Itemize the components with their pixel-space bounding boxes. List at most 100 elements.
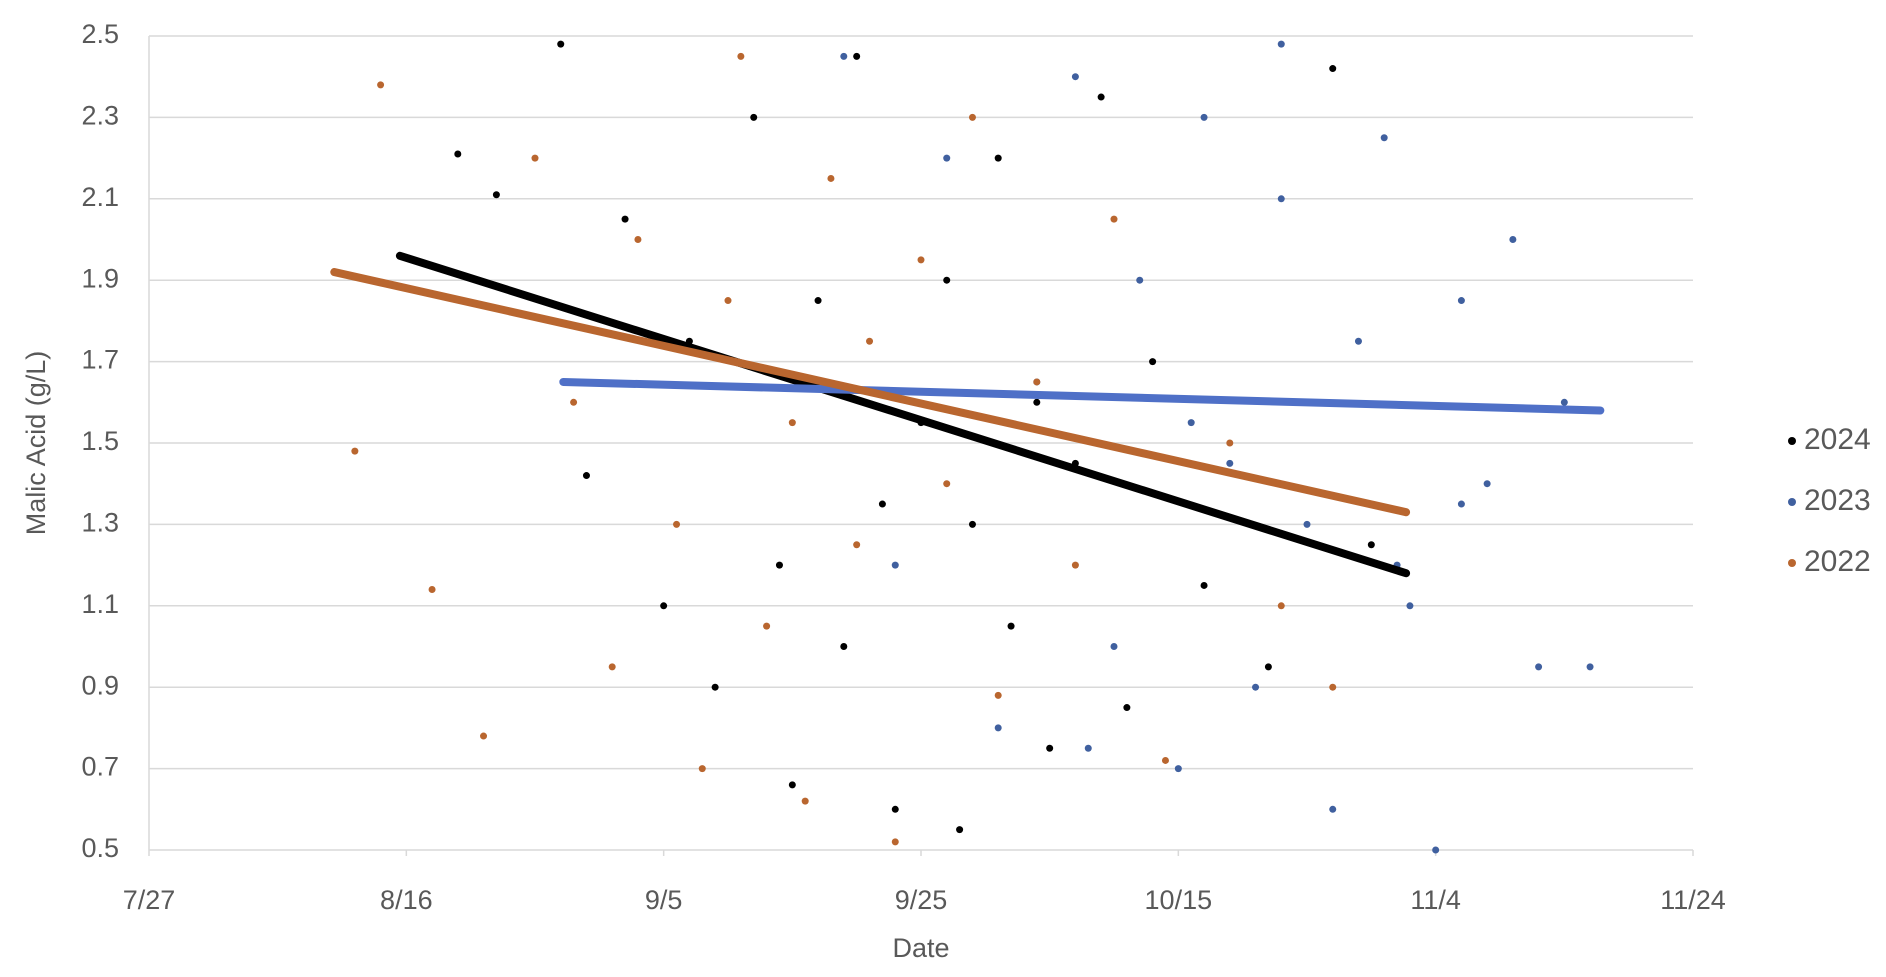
point (698, 765, 706, 773)
point (994, 154, 1002, 162)
point (634, 236, 642, 243)
legend-marker (1788, 437, 1796, 445)
point (1149, 358, 1157, 366)
point (1110, 215, 1118, 223)
point (1509, 236, 1517, 243)
y-tick-label: 1.9 (81, 263, 119, 293)
point (480, 732, 488, 740)
y-tick-label: 2.5 (81, 19, 119, 49)
point (377, 81, 385, 89)
point (1560, 398, 1568, 406)
trendline (330, 268, 1411, 517)
point (1071, 561, 1079, 569)
point (1277, 195, 1285, 203)
point (557, 40, 565, 48)
point (891, 805, 899, 813)
point (1033, 378, 1041, 386)
point (1174, 765, 1182, 773)
point (582, 472, 590, 480)
x-tick-label: 11/24 (1660, 885, 1726, 915)
point (943, 276, 951, 284)
point (878, 500, 886, 508)
point (943, 480, 951, 488)
y-tick-label: 1.5 (81, 426, 119, 456)
point (1007, 622, 1015, 630)
point (840, 52, 848, 60)
point (788, 781, 796, 789)
point (968, 520, 976, 528)
point (724, 297, 732, 305)
y-tick-label: 0.5 (81, 833, 119, 863)
point (1277, 602, 1285, 610)
y-tick-label: 1.1 (81, 589, 119, 619)
point (968, 113, 976, 121)
point (737, 52, 745, 60)
point (1329, 65, 1337, 73)
point (1303, 520, 1311, 528)
point (660, 602, 668, 610)
point (1457, 500, 1465, 508)
point (891, 838, 899, 846)
y-tick-label: 1.7 (81, 345, 119, 375)
point (1200, 113, 1208, 121)
point (1097, 93, 1105, 101)
point (917, 256, 925, 264)
point (428, 586, 436, 594)
point (1226, 459, 1234, 467)
point (866, 337, 874, 345)
point (994, 691, 1002, 699)
legend-marker (1788, 498, 1796, 506)
point (827, 174, 835, 182)
point (1264, 663, 1272, 671)
point (570, 398, 578, 406)
point (1110, 643, 1118, 650)
point (763, 622, 771, 630)
point (1226, 439, 1234, 447)
x-axis-label: Date (892, 933, 949, 963)
point (673, 520, 681, 528)
point (454, 150, 462, 158)
point (1084, 744, 1092, 752)
y-tick-label: 0.7 (81, 752, 119, 782)
trendline (559, 377, 1605, 415)
y-axis-label: Malic Acid (g/L) (21, 351, 51, 536)
point (1354, 337, 1362, 345)
point (1161, 756, 1169, 764)
y-tick-label: 2.1 (81, 182, 119, 212)
x-tick-label: 9/5 (645, 885, 683, 915)
point (1329, 683, 1337, 691)
point (1457, 297, 1465, 305)
legend-label: 2022 (1804, 545, 1871, 578)
x-tick-label: 7/27 (123, 885, 176, 915)
point (711, 683, 719, 691)
x-tick-label: 9/25 (895, 885, 948, 915)
point (750, 113, 758, 121)
x-tick-label: 11/4 (1410, 885, 1461, 915)
trendline (395, 251, 1411, 578)
point (801, 797, 809, 805)
y-tick-label: 0.9 (81, 670, 119, 700)
point (621, 215, 629, 223)
point (1535, 663, 1543, 671)
x-tick-label: 8/16 (380, 885, 433, 915)
legend-marker (1788, 559, 1796, 567)
point (956, 826, 964, 834)
point (1136, 276, 1144, 284)
point (1187, 419, 1195, 427)
point (351, 447, 359, 455)
point (1367, 541, 1375, 549)
point (1071, 73, 1079, 81)
y-tick-label: 1.3 (81, 508, 119, 538)
point (814, 297, 822, 305)
point (1483, 480, 1491, 488)
point (853, 541, 861, 549)
point (853, 52, 861, 60)
point (1200, 581, 1208, 589)
point (840, 643, 848, 650)
point (1252, 683, 1260, 691)
legend-label: 2023 (1804, 484, 1871, 517)
point (492, 191, 500, 199)
point (891, 561, 899, 569)
x-tick-label: 10/15 (1145, 885, 1213, 915)
